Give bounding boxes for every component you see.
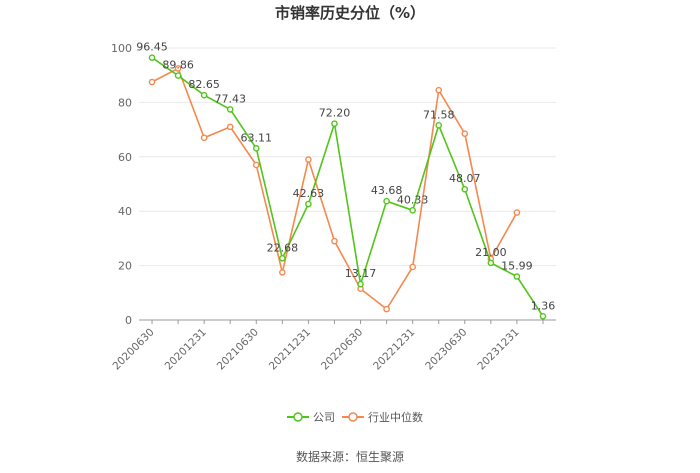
data-label-20230630: 48.07 (449, 172, 481, 185)
point-0-20211231 (305, 200, 312, 208)
point-0-20210331 (226, 106, 234, 113)
y-axis: 0 20 40 60 80 100 (111, 42, 132, 327)
gridlines (139, 47, 556, 267)
point-1-20210331 (226, 123, 234, 131)
y-tick-label-20: 20 (118, 260, 132, 273)
point-0-20230630 (461, 185, 469, 193)
legend-marker-1 (348, 412, 358, 422)
data-label-20230930: 21.00 (475, 246, 507, 259)
data-label-20211231: 42.63 (293, 187, 325, 200)
data-label-20201231: 82.65 (188, 78, 220, 91)
point-1-20210930 (279, 269, 286, 276)
y-tick-label-80: 80 (118, 96, 132, 109)
point-1-20200930 (174, 65, 182, 72)
point-0-20200930 (174, 72, 182, 79)
point-0-20221231 (409, 207, 416, 214)
legend-label-0: 公司 (313, 411, 335, 424)
series-line-0 (151, 57, 544, 317)
x-tick-label-20210630: 20210630 (215, 326, 261, 372)
data-label-20220630: 13.17 (345, 267, 377, 280)
point-0-20220630 (357, 280, 364, 288)
point-1-20210630 (252, 161, 260, 169)
point-1-20230331 (435, 86, 443, 94)
data-label-20200630: 96.45 (136, 41, 168, 54)
point-1-20221231 (409, 263, 416, 271)
point-1-20230630 (461, 130, 469, 137)
data-label-20240331: 1.36 (531, 299, 556, 312)
point-1-20211231 (305, 156, 312, 163)
data-label-20231231: 15.99 (501, 260, 533, 273)
y-tick-label-100: 100 (111, 42, 132, 55)
point-0-20210630 (252, 145, 260, 152)
source-note: 数据来源：恒生聚源 (296, 449, 404, 464)
y-tick-label-0: 0 (125, 314, 132, 327)
point-1-20231231 (513, 209, 521, 216)
point-0-20230331 (435, 122, 443, 129)
y-tick-label-40: 40 (118, 205, 132, 218)
data-label-20200930: 89.86 (162, 59, 194, 72)
legend-marker-0 (293, 412, 303, 422)
x-tick-label-20231231: 20231231 (475, 326, 521, 372)
point-0-20201231 (200, 91, 208, 99)
x-tick-label-20221231: 20221231 (371, 326, 417, 372)
legend[interactable]: 公司 行业中位数 (287, 410, 423, 424)
chart-title: 市销率历史分位（%） (275, 4, 425, 22)
y-tick-label-60: 60 (118, 151, 132, 164)
data-label-20220930: 43.68 (371, 184, 403, 197)
point-1-20220331 (331, 237, 338, 245)
point-0-20220930 (383, 197, 390, 205)
x-tick-label-20220630: 20220630 (319, 326, 365, 372)
point-1-20220930 (383, 305, 390, 313)
x-tick-label-20230630: 20230630 (423, 326, 469, 372)
data-label-20210630: 63.11 (241, 131, 273, 144)
x-axis: 20200630 20201231 20210630 20211231 20220630… (110, 319, 556, 373)
data-label-20230331: 71.58 (423, 108, 455, 121)
point-0-20200630 (148, 54, 156, 61)
point-1-20200630 (148, 78, 156, 86)
legend-item-0[interactable]: 公司 (287, 411, 335, 424)
legend-label-1: 行业中位数 (368, 410, 423, 424)
x-tick-label-20211231: 20211231 (267, 326, 313, 372)
point-0-20240331 (539, 313, 547, 320)
data-label-20210331: 77.43 (214, 92, 246, 105)
x-tick-label-20200630: 20200630 (110, 326, 156, 372)
point-0-20220331 (331, 120, 338, 127)
point-0-20231231 (513, 273, 521, 280)
point-0-20230930 (487, 259, 495, 267)
data-label-20221231: 40.33 (397, 193, 429, 206)
data-label-20210930: 22.68 (267, 241, 299, 254)
point-1-20201231 (200, 134, 208, 142)
legend-item-1[interactable]: 行业中位数 (342, 410, 423, 424)
point-0-20210930 (279, 255, 286, 262)
series-layer (148, 54, 547, 320)
x-tick-label-20201231: 20201231 (163, 326, 209, 372)
data-label-20220331: 72.20 (319, 107, 351, 120)
